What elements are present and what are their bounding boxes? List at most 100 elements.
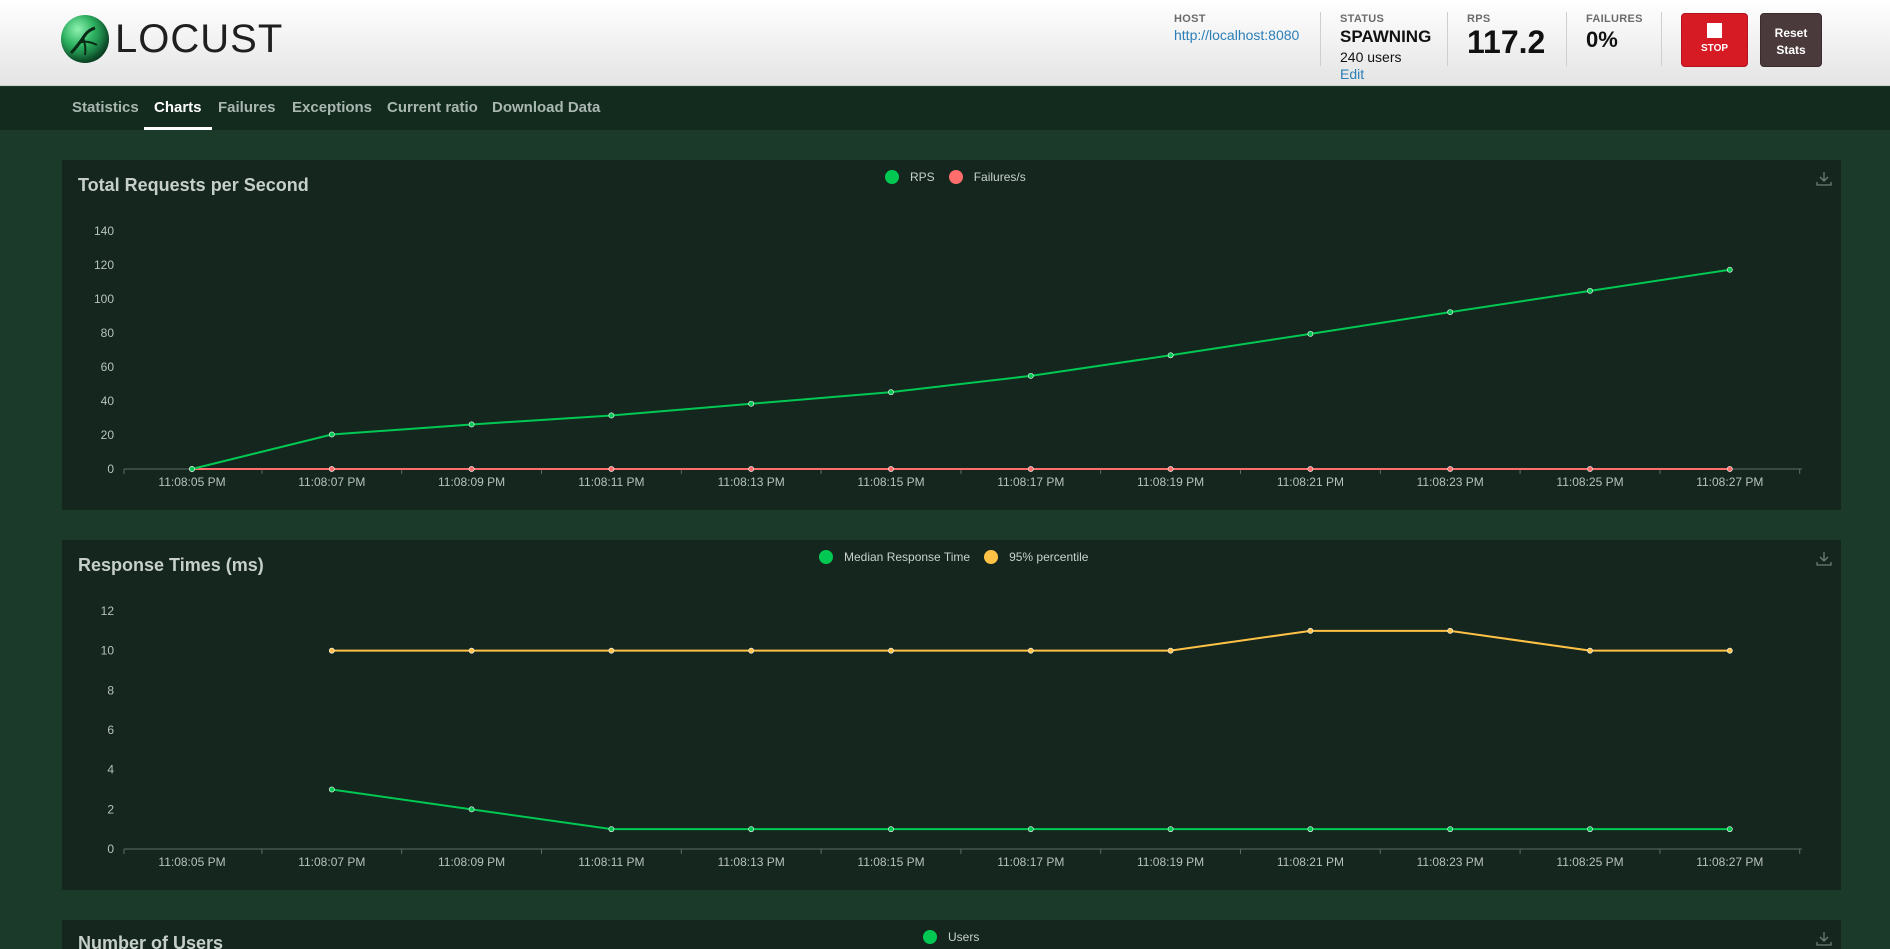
data-point bbox=[468, 647, 475, 654]
data-point bbox=[1307, 330, 1314, 337]
data-point bbox=[608, 412, 615, 419]
rps-label: RPS bbox=[1467, 13, 1491, 25]
legend-item-users[interactable]: Users bbox=[923, 930, 979, 944]
status-label: STATUS bbox=[1340, 13, 1385, 25]
tab-failures[interactable]: Failures bbox=[218, 99, 276, 116]
data-point bbox=[1027, 372, 1034, 379]
y-tick-label: 4 bbox=[107, 763, 114, 777]
x-tick-label: 11:08:15 PM bbox=[857, 475, 924, 489]
y-tick-label: 8 bbox=[107, 683, 114, 697]
y-tick-label: 20 bbox=[101, 428, 115, 442]
legend-dot bbox=[819, 550, 833, 564]
locust-logo[interactable]: LOCUST bbox=[61, 14, 283, 64]
chart-title: Total Requests per Second bbox=[78, 175, 309, 195]
logo-text: LOCUST bbox=[115, 16, 284, 61]
data-point bbox=[1307, 826, 1314, 833]
data-point bbox=[608, 826, 615, 833]
data-point bbox=[1447, 309, 1454, 315]
data-point bbox=[1587, 826, 1593, 833]
x-tick-label: 11:08:09 PM bbox=[438, 855, 505, 869]
data-point bbox=[1726, 466, 1733, 472]
failures-value: 0% bbox=[1586, 27, 1618, 52]
download-icon[interactable] bbox=[1815, 930, 1833, 948]
failures-label: FAILURES bbox=[1586, 13, 1643, 25]
legend-label: Failures/s bbox=[973, 170, 1026, 184]
x-tick-label: 11:08:05 PM bbox=[158, 475, 225, 489]
x-tick-label: 11:08:19 PM bbox=[1137, 855, 1204, 869]
data-point bbox=[1307, 466, 1314, 472]
data-point bbox=[1027, 647, 1034, 654]
data-point bbox=[1167, 466, 1174, 472]
stop-button-label: STOP bbox=[1700, 43, 1729, 54]
data-point bbox=[1167, 826, 1174, 833]
download-icon[interactable] bbox=[1815, 170, 1833, 188]
legend-item-95th[interactable]: 95% percentile bbox=[984, 550, 1088, 564]
stop-button[interactable]: STOP bbox=[1681, 13, 1748, 67]
x-tick-label: 11:08:15 PM bbox=[857, 855, 924, 869]
reset-button-label-line1: Reset bbox=[1774, 26, 1808, 40]
data-point bbox=[1027, 466, 1034, 472]
status-stat: STATUS SPAWNING 240 users Edit bbox=[1340, 13, 1431, 82]
tab-exceptions[interactable]: Exceptions bbox=[292, 99, 373, 116]
y-tick-label: 10 bbox=[101, 644, 115, 658]
host-link[interactable]: http://localhost:8080 bbox=[1174, 27, 1300, 43]
response-time-chart-panel: Response Times (ms) Median Response Time… bbox=[62, 540, 1841, 890]
legend-item-rps[interactable]: RPS bbox=[885, 170, 935, 184]
x-tick-label: 11:08:17 PM bbox=[997, 855, 1064, 869]
tab-current-ratio[interactable]: Current ratio bbox=[387, 99, 478, 116]
host-label: HOST bbox=[1174, 13, 1206, 25]
y-tick-label: 0 bbox=[107, 842, 114, 856]
x-tick-label: 11:08:23 PM bbox=[1417, 475, 1484, 489]
data-point bbox=[1726, 647, 1733, 654]
reset-stats-button[interactable]: Reset Stats bbox=[1760, 13, 1822, 67]
x-tick-label: 11:08:25 PM bbox=[1556, 855, 1623, 869]
tab-download-data[interactable]: Download Data bbox=[492, 99, 601, 116]
data-point bbox=[189, 466, 195, 472]
data-point bbox=[748, 826, 755, 833]
series-line-95-percentile bbox=[331, 629, 1730, 652]
data-point bbox=[1447, 826, 1454, 833]
tab-bar: Statistics Charts Failures Exceptions Cu… bbox=[0, 87, 1890, 130]
data-point bbox=[328, 431, 335, 438]
edit-link[interactable]: Edit bbox=[1340, 66, 1365, 82]
divider bbox=[1447, 12, 1448, 66]
x-tick-label: 11:08:25 PM bbox=[1556, 475, 1623, 489]
data-point bbox=[748, 466, 755, 472]
user-count: 240 users bbox=[1340, 49, 1402, 65]
legend-item-median[interactable]: Median Response Time bbox=[819, 550, 970, 564]
x-tick-label: 11:08:21 PM bbox=[1277, 855, 1344, 869]
chart-legend: Median Response Time 95% percentile bbox=[819, 550, 1102, 564]
x-tick-label: 11:08:11 PM bbox=[578, 855, 644, 869]
rps-chart-panel: Total Requests per Second RPS Failures/s… bbox=[62, 160, 1841, 510]
data-point bbox=[888, 647, 894, 654]
tab-charts[interactable]: Charts bbox=[144, 87, 211, 130]
data-point bbox=[1447, 627, 1454, 634]
status-value: SPAWNING bbox=[1340, 27, 1432, 46]
data-point bbox=[608, 466, 615, 472]
x-tick-label: 11:08:23 PM bbox=[1417, 855, 1484, 869]
download-icon[interactable] bbox=[1815, 550, 1833, 568]
data-point bbox=[888, 826, 894, 833]
y-tick-label: 100 bbox=[94, 292, 114, 306]
x-tick-label: 11:08:27 PM bbox=[1696, 855, 1763, 869]
x-tick-label: 11:08:13 PM bbox=[718, 855, 785, 869]
data-point bbox=[748, 400, 755, 407]
logo-emblem-icon bbox=[61, 15, 109, 63]
legend-dot bbox=[984, 550, 999, 564]
chart-legend: RPS Failures/s bbox=[885, 170, 1040, 184]
y-tick-label: 0 bbox=[107, 462, 114, 476]
x-tick-label: 11:08:09 PM bbox=[438, 475, 505, 489]
data-point bbox=[468, 806, 475, 813]
chart-title: Response Times (ms) bbox=[78, 555, 264, 575]
failures-stat: FAILURES 0% bbox=[1586, 13, 1643, 53]
divider bbox=[1661, 12, 1662, 66]
data-point bbox=[1726, 266, 1733, 273]
data-point bbox=[1587, 287, 1593, 294]
x-tick-label: 11:08:17 PM bbox=[997, 475, 1064, 489]
rps-line-chart: 0 20 40 60 80 100 120 140 11:08:05 PM 11:08:07 PM… bbox=[94, 224, 1802, 489]
rps-value: 117.2 bbox=[1467, 24, 1546, 60]
y-tick-label: 12 bbox=[101, 604, 115, 618]
tab-statistics[interactable]: Statistics bbox=[72, 99, 139, 116]
data-point bbox=[1167, 352, 1174, 359]
legend-item-failures[interactable]: Failures/s bbox=[948, 170, 1026, 184]
